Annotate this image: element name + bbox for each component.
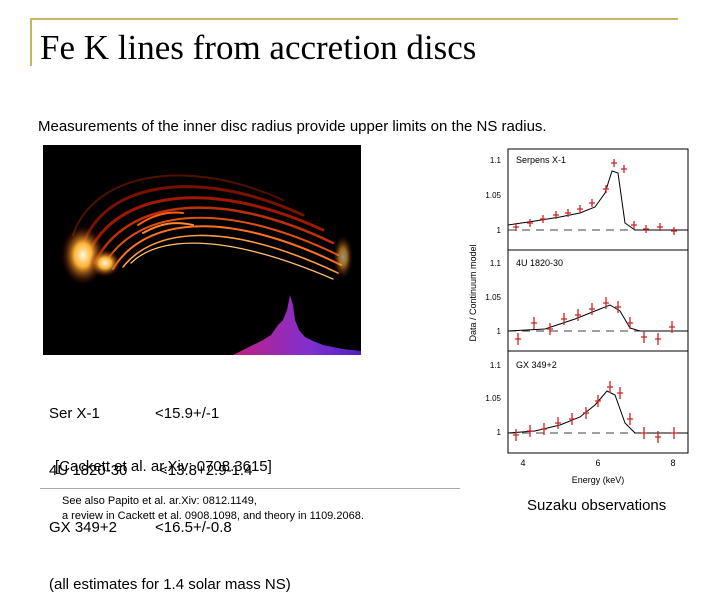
ytick-label: 1: [497, 327, 502, 336]
ytick-label: 1.05: [485, 293, 501, 302]
references: See also Papito et al. ar.Xiv: 0812.1149…: [62, 494, 364, 524]
ytick-label: 1.1: [490, 259, 502, 268]
data-points: [513, 381, 677, 443]
references-line-1: See also Papito et al. ar.Xiv: 0812.1149…: [62, 495, 257, 507]
ytick-label: 1.1: [490, 156, 502, 165]
model-line: [507, 170, 688, 231]
slide-subtitle: Measurements of the inner disc radius pr…: [38, 118, 547, 135]
data-points: [515, 297, 675, 345]
suzaku-caption: Suzaku observations: [527, 497, 667, 514]
slide-title: Fe K lines from accretion discs: [40, 28, 477, 67]
measurements-list: Ser X-1 <15.9+/-1 4U 1820-30 <13.8+2.9-1.4…: [49, 366, 291, 613]
measurement-source: Ser X-1: [49, 405, 100, 422]
suzaku-plot-frame: [507, 148, 689, 454]
suzaku-xlabel: Energy (keV): [572, 475, 625, 485]
ytick-label: 1: [497, 428, 502, 437]
suzaku-figure: Data / Continuum model Serpens X-1 1.1 1…: [465, 143, 693, 493]
measurement-ser-x1: Ser X-1 <15.9+/-1: [49, 404, 291, 423]
model-line: [507, 390, 688, 434]
panel-label: Serpens X-1: [516, 155, 566, 165]
measurement-4u1820: 4U 1820-30 <13.8+2.9-1.4: [49, 461, 291, 480]
panel-4u1820: 4U 1820-30 1.1 1.05 1: [485, 258, 688, 345]
references-line-2: a review in Cackett et al. 0908.1098, an…: [62, 510, 364, 522]
xtick-label: 4: [520, 458, 525, 468]
xtick-label: 6: [595, 458, 600, 468]
citation: [Cackett et al. ar.Xiv: 0708.3615]: [55, 458, 272, 475]
title-frame-left: [30, 18, 32, 66]
measurement-source: 4U 1820-30: [49, 462, 128, 479]
panel-label: 4U 1820-30: [516, 258, 563, 268]
measurement-gx349: GX 349+2 <16.5+/-0.8: [49, 518, 291, 537]
panel-label: GX 349+2: [516, 360, 557, 370]
disc-simulation-graphic: [61, 174, 361, 355]
model-line: [507, 304, 688, 332]
xtick-label: 8: [670, 458, 675, 468]
disc-simulation-image: [43, 145, 361, 355]
measurement-note: (all estimates for 1.4 solar mass NS): [49, 576, 291, 593]
title-frame-top: [30, 18, 678, 20]
ytick-label: 1.05: [485, 394, 501, 403]
data-points: [513, 159, 677, 235]
ytick-label: 1.05: [485, 191, 501, 200]
panel-serpens: Serpens X-1 1.1 1.05 1: [485, 155, 688, 235]
ytick-label: 1: [497, 226, 502, 235]
measurement-source: GX 349+2: [49, 519, 117, 536]
ytick-label: 1.1: [490, 361, 502, 370]
suzaku-ylabel: Data / Continuum model: [468, 244, 478, 341]
measurement-value: <13.8+2.9-1.4: [159, 462, 253, 479]
measurement-value: <15.9+/-1: [155, 405, 220, 422]
references-divider: [40, 488, 460, 489]
panel-gx349: GX 349+2 1.1 1.05 1: [485, 360, 688, 443]
measurement-value: <16.5+/-0.8: [155, 519, 232, 536]
